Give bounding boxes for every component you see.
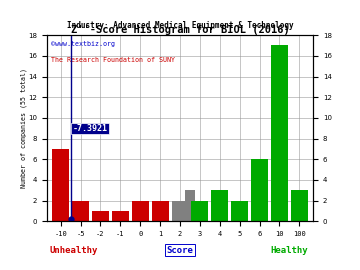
Text: Healthy: Healthy xyxy=(270,246,308,255)
Bar xyxy=(271,45,288,221)
Bar xyxy=(152,201,168,221)
Bar xyxy=(192,201,208,221)
Text: Score: Score xyxy=(167,246,193,255)
Bar xyxy=(92,211,109,221)
Bar xyxy=(231,201,248,221)
Bar xyxy=(132,201,149,221)
Bar xyxy=(52,149,69,221)
Text: The Research Foundation of SUNY: The Research Foundation of SUNY xyxy=(51,58,175,63)
Text: ©www.textbiz.org: ©www.textbiz.org xyxy=(51,41,115,47)
Bar xyxy=(72,201,89,221)
Text: Unhealthy: Unhealthy xyxy=(49,246,98,255)
Bar xyxy=(251,159,268,221)
Bar xyxy=(291,190,308,221)
Title: Z''-Score Histogram for BIOL (2016): Z''-Score Histogram for BIOL (2016) xyxy=(71,25,289,35)
Bar xyxy=(185,190,195,221)
Text: -7.3921: -7.3921 xyxy=(73,124,108,133)
Y-axis label: Number of companies (55 total): Number of companies (55 total) xyxy=(20,68,27,188)
Bar xyxy=(112,211,129,221)
Text: Industry: Advanced Medical Equipment & Technology: Industry: Advanced Medical Equipment & T… xyxy=(67,21,293,30)
Bar xyxy=(211,190,228,221)
Bar xyxy=(172,201,188,221)
